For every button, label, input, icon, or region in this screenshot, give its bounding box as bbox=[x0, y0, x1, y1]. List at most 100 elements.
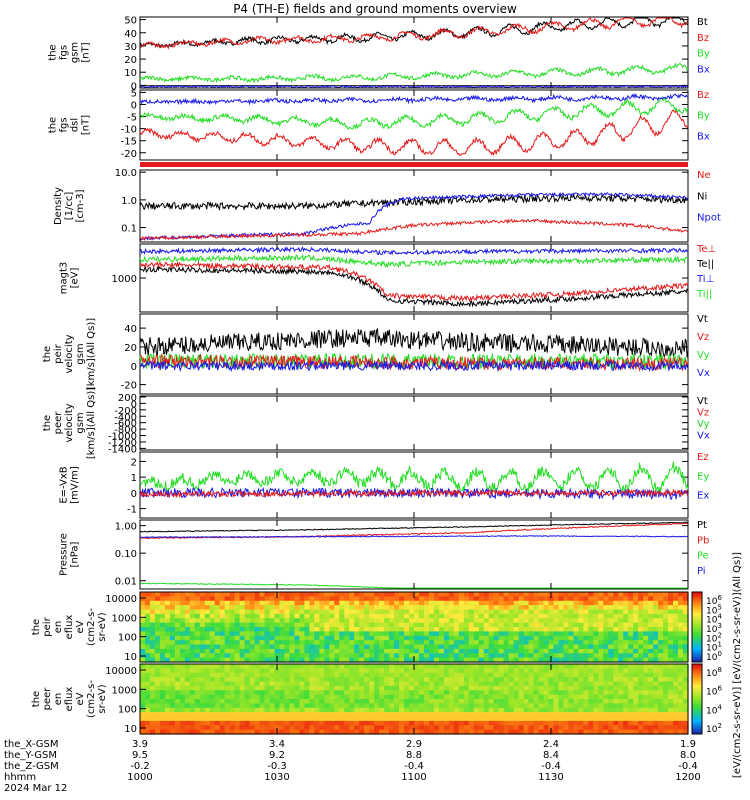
heatmap-cell bbox=[189, 653, 196, 659]
heatmap-cell bbox=[379, 668, 385, 674]
heatmap-cell bbox=[184, 664, 191, 669]
heatmap-cell bbox=[254, 600, 261, 606]
heatmap-cell bbox=[668, 653, 674, 659]
heatmap-cell bbox=[653, 657, 659, 663]
heatmap-cell bbox=[174, 712, 181, 718]
heatmap-cell bbox=[618, 672, 624, 678]
heatmap-cell bbox=[149, 600, 156, 606]
heatmap-cell bbox=[279, 635, 286, 641]
ytick-label: 40 bbox=[124, 29, 137, 40]
heatmap-cell bbox=[613, 707, 619, 713]
heatmap-cell bbox=[523, 668, 530, 674]
ytick-label: 1.00 bbox=[115, 522, 137, 533]
heatmap-cell bbox=[359, 707, 365, 713]
heatmap-cell bbox=[478, 631, 485, 637]
heatmap-cell bbox=[329, 716, 335, 722]
colorbar-swatch bbox=[692, 606, 702, 609]
heatmap-cell bbox=[453, 635, 460, 641]
heatmap-cell bbox=[274, 644, 281, 650]
heatmap-cell bbox=[658, 699, 664, 704]
heatmap-cell bbox=[568, 609, 575, 615]
heatmap-cell bbox=[458, 690, 465, 696]
heatmap-cell bbox=[329, 613, 335, 619]
heatmap-cell bbox=[274, 690, 281, 696]
heatmap-cell bbox=[463, 707, 470, 713]
heatmap-cell bbox=[154, 613, 161, 619]
heatmap-cell bbox=[503, 653, 510, 659]
heatmap-cell bbox=[189, 618, 196, 624]
heatmap-cell bbox=[638, 627, 644, 632]
heatmap-cell bbox=[483, 635, 490, 641]
heatmap-cell bbox=[668, 635, 674, 641]
heatmap-cell bbox=[458, 600, 465, 606]
heatmap-cell bbox=[404, 681, 410, 687]
heatmap-cell bbox=[314, 596, 320, 602]
heatmap-cell bbox=[174, 605, 181, 611]
heatmap-cell bbox=[354, 703, 360, 709]
heatmap-cell bbox=[339, 640, 345, 646]
heatmap-cell bbox=[468, 627, 475, 632]
heatmap-cell bbox=[648, 618, 654, 624]
ylabel-line: peir bbox=[42, 616, 53, 636]
heatmap-cell bbox=[593, 707, 599, 713]
heatmap-cell bbox=[224, 681, 231, 687]
heatmap-cell bbox=[284, 657, 291, 663]
heatmap-cell bbox=[254, 672, 261, 678]
heatmap-cell bbox=[553, 653, 560, 659]
heatmap-cell bbox=[488, 592, 495, 597]
heatmap-cell bbox=[438, 635, 445, 641]
colorbar-swatch bbox=[692, 648, 702, 651]
heatmap-cell bbox=[543, 729, 550, 735]
heatmap-cell bbox=[164, 725, 171, 731]
heatmap-cell bbox=[618, 596, 624, 602]
heatmap-cell bbox=[149, 596, 156, 602]
heatmap-cell bbox=[678, 653, 684, 659]
heatmap-cell bbox=[633, 592, 639, 597]
heatmap-cell bbox=[483, 699, 490, 704]
heatmap-cell bbox=[214, 627, 221, 632]
series-line-Bz bbox=[139, 17, 689, 50]
heatmap-cell bbox=[573, 672, 579, 678]
heatmap-cell bbox=[349, 681, 355, 687]
heatmap-cell bbox=[359, 694, 365, 700]
heatmap-cell bbox=[309, 668, 315, 674]
heatmap-cell bbox=[653, 622, 659, 628]
heatmap-cell bbox=[374, 690, 380, 696]
heatmap-cell bbox=[244, 596, 251, 602]
heatmap-cell bbox=[334, 657, 340, 663]
heatmap-cell bbox=[409, 681, 415, 687]
heatmap-cell bbox=[169, 703, 176, 709]
heatmap-cell bbox=[209, 699, 216, 704]
heatmap-cell bbox=[179, 618, 186, 624]
heatmap-cell bbox=[553, 657, 560, 663]
heatmap-cell bbox=[244, 640, 251, 646]
heatmap-cell bbox=[244, 725, 251, 731]
heatmap-cell bbox=[463, 677, 470, 683]
heatmap-cell bbox=[254, 664, 261, 669]
heatmap-cell bbox=[384, 640, 390, 646]
heatmap-cell bbox=[314, 644, 320, 650]
ephemeris-value: 3.9 bbox=[132, 739, 148, 750]
heatmap-cell bbox=[349, 622, 355, 628]
heatmap-cell bbox=[369, 627, 375, 632]
heatmap-cell bbox=[543, 605, 550, 611]
heatmap-cell bbox=[568, 703, 575, 709]
heatmap-cell bbox=[169, 707, 176, 713]
heatmap-cell bbox=[438, 605, 445, 611]
heatmap-cell bbox=[568, 618, 575, 624]
heatmap-cell bbox=[309, 631, 315, 637]
heatmap-cell bbox=[364, 720, 370, 726]
heatmap-cell bbox=[239, 690, 246, 696]
heatmap-cell bbox=[354, 668, 360, 674]
heatmap-cell bbox=[329, 668, 335, 674]
heatmap-cell bbox=[548, 677, 555, 683]
heatmap-cell bbox=[414, 627, 420, 632]
heatmap-cell bbox=[453, 640, 460, 646]
heatmap-cell bbox=[144, 685, 151, 691]
heatmap-cell bbox=[623, 729, 629, 735]
heatmap-cell bbox=[329, 648, 335, 654]
heatmap-cell bbox=[563, 613, 570, 619]
ylabel-line: eV bbox=[75, 692, 86, 705]
heatmap-cell bbox=[384, 635, 390, 641]
